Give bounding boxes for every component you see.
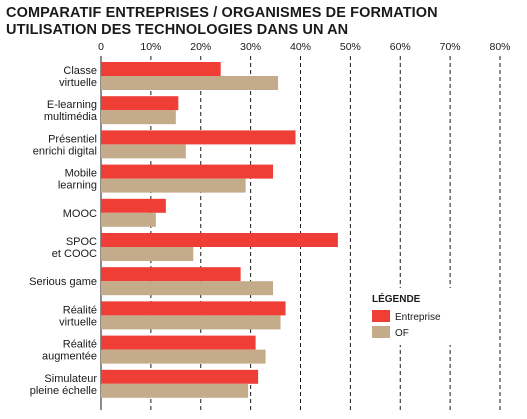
category-label-line: Serious game: [29, 276, 97, 288]
category-label-line: E-learning: [47, 99, 97, 111]
legend-label-of: OF: [395, 328, 409, 339]
bar-of: [101, 144, 186, 159]
legend-swatch-of: [372, 326, 390, 338]
category-label-line: learning: [58, 180, 97, 192]
category-label: Simulateur pleine échelle: [30, 373, 98, 397]
category-label-line: Mobile: [65, 168, 97, 180]
category-label-line: virtuelle: [59, 77, 97, 89]
legend-label-entreprise: Entreprise: [395, 312, 441, 323]
category-label-line: Simulateur: [44, 373, 97, 385]
legend-title: LÉGENDE: [372, 292, 421, 305]
category-label-line: Réalité: [63, 304, 97, 316]
category-label-line: enrichi digital: [33, 145, 97, 157]
x-tick-label: 10%: [140, 41, 161, 53]
bar-entreprise: [101, 130, 296, 145]
bar-entreprise: [101, 62, 221, 76]
category-label: Réalité virtuelle: [59, 304, 97, 328]
bar-of: [101, 212, 156, 227]
category-label: Mobile learning: [58, 168, 97, 192]
category-label-line: Réalité: [63, 339, 97, 351]
category-label: Serious game: [29, 276, 97, 288]
x-tick-label: 0: [98, 41, 104, 53]
chart-title-line-1: COMPARATIF ENTREPRISES / ORGANISMES DE F…: [6, 5, 438, 21]
category-label-line: Classe: [63, 65, 97, 77]
x-tick-label: 80%: [489, 41, 510, 53]
category-label-line: multimédia: [44, 111, 98, 123]
bar-entreprise: [101, 233, 338, 247]
category-label-line: et COOC: [52, 248, 97, 260]
bar-entreprise: [101, 164, 274, 179]
bar-entreprise: [101, 198, 166, 213]
bar-entreprise: [101, 301, 286, 316]
bar-of: [101, 349, 266, 364]
bar-of: [101, 178, 246, 193]
x-tick-label: 50%: [340, 41, 361, 53]
x-tick-label: 70%: [440, 41, 461, 53]
category-label-line: Présentiel: [48, 133, 97, 145]
legend-swatch-entreprise: [372, 310, 390, 322]
bar-of: [101, 110, 176, 125]
category-label: Réalité augmentée: [42, 339, 97, 363]
bar-of: [101, 247, 194, 261]
bar-entreprise: [101, 96, 179, 111]
category-label: SPOC et COOC: [52, 236, 97, 260]
bar-entreprise: [101, 335, 256, 350]
bar-of: [101, 281, 274, 296]
bar-of: [101, 315, 281, 330]
x-tick-label: 30%: [240, 41, 261, 53]
chart-title-line-2: UTILISATION DES TECHNOLOGIES DANS UN AN: [6, 22, 349, 38]
category-label: Classe virtuelle: [59, 65, 97, 89]
category-label-line: virtuelle: [59, 316, 97, 328]
category-label-line: MOOC: [63, 208, 97, 220]
x-tick-label: 40%: [290, 41, 311, 53]
category-label: E-learning multimédia: [44, 99, 98, 123]
bar-entreprise: [101, 369, 259, 384]
category-label: MOOC: [63, 208, 97, 220]
category-label-line: pleine échelle: [30, 385, 97, 397]
bar-of: [101, 383, 249, 398]
category-label-line: SPOC: [66, 236, 97, 248]
x-tick-label: 20%: [190, 41, 211, 53]
category-label: Présentiel enrichi digital: [33, 133, 97, 157]
category-label-line: augmentée: [42, 351, 97, 363]
x-tick-label: 60%: [390, 41, 411, 53]
bar-entreprise: [101, 267, 241, 282]
bar-of: [101, 76, 279, 90]
